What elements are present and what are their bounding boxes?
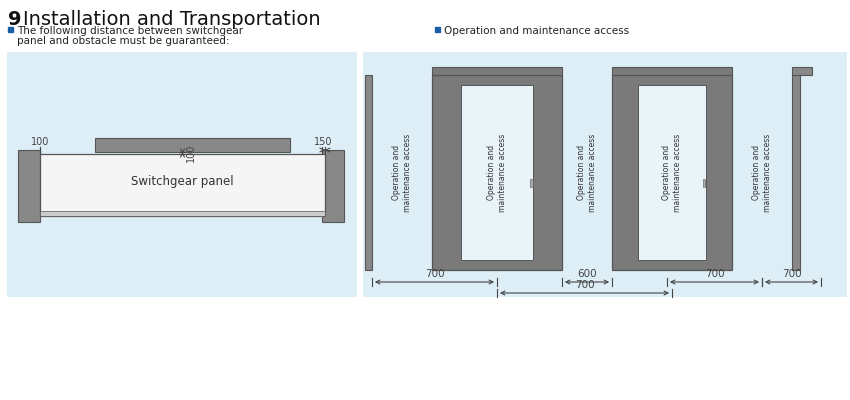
Text: 9: 9 bbox=[8, 10, 28, 29]
Bar bbox=[40, 154, 325, 216]
Text: Operation and
maintenance access: Operation and maintenance access bbox=[577, 133, 597, 212]
Bar bbox=[792, 67, 812, 75]
Bar bbox=[638, 85, 706, 260]
Text: 100: 100 bbox=[185, 144, 196, 162]
Text: Operation and maintenance access: Operation and maintenance access bbox=[444, 26, 629, 36]
Bar bbox=[435, 27, 440, 32]
Text: Switchgear panel: Switchgear panel bbox=[131, 176, 234, 188]
Text: The following distance between switchgear: The following distance between switchgea… bbox=[17, 26, 243, 36]
Text: Operation and
maintenance access: Operation and maintenance access bbox=[752, 133, 772, 212]
Text: 700: 700 bbox=[705, 269, 724, 279]
Text: 700: 700 bbox=[575, 280, 594, 290]
Text: 150: 150 bbox=[314, 137, 332, 147]
Bar bbox=[7, 52, 357, 297]
Bar bbox=[432, 67, 562, 75]
Text: panel and obstacle must be guaranteed:: panel and obstacle must be guaranteed: bbox=[17, 36, 230, 46]
Text: 100: 100 bbox=[31, 137, 49, 147]
Bar bbox=[40, 211, 325, 216]
Bar bbox=[18, 150, 40, 222]
Text: 600: 600 bbox=[577, 269, 597, 279]
Bar bbox=[95, 138, 290, 152]
Text: Installation and Transportation: Installation and Transportation bbox=[23, 10, 320, 29]
Text: 700: 700 bbox=[425, 269, 445, 279]
Bar bbox=[432, 75, 562, 270]
Bar bbox=[530, 178, 533, 186]
Bar bbox=[612, 75, 732, 270]
Text: Operation and
maintenance access: Operation and maintenance access bbox=[487, 133, 507, 212]
Text: 700: 700 bbox=[782, 269, 802, 279]
Bar bbox=[612, 67, 732, 75]
Bar bbox=[322, 150, 344, 222]
Bar bbox=[363, 52, 847, 297]
Bar bbox=[792, 75, 800, 270]
Bar bbox=[8, 27, 13, 32]
Bar bbox=[461, 85, 534, 260]
Text: Operation and
maintenance access: Operation and maintenance access bbox=[662, 133, 682, 212]
Bar bbox=[703, 178, 705, 186]
Text: Operation and
maintenance access: Operation and maintenance access bbox=[392, 133, 412, 212]
Bar bbox=[365, 75, 372, 270]
